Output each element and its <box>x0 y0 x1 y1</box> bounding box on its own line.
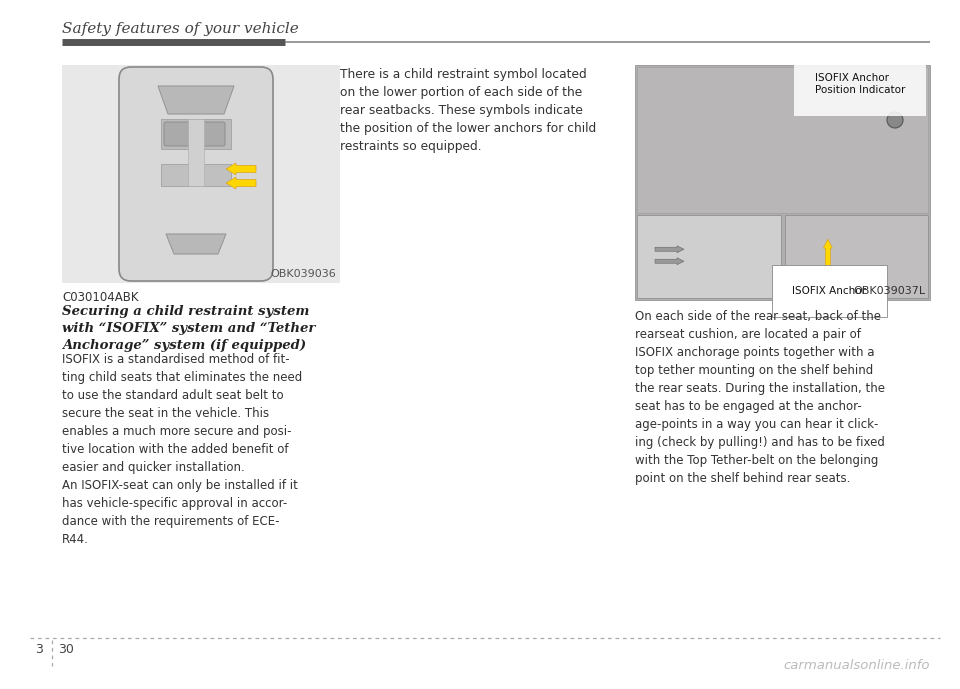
Text: There is a child restraint symbol located
on the lower portion of each side of t: There is a child restraint symbol locate… <box>340 68 596 153</box>
Bar <box>161 119 231 149</box>
FancyArrow shape <box>226 177 256 189</box>
Text: C030104ABK: C030104ABK <box>62 291 138 304</box>
Bar <box>188 119 204 186</box>
Bar <box>635 65 930 300</box>
FancyArrow shape <box>226 163 256 175</box>
Polygon shape <box>158 86 234 114</box>
Bar <box>161 164 231 186</box>
Bar <box>637 67 928 213</box>
Bar <box>784 216 928 298</box>
FancyBboxPatch shape <box>119 67 273 281</box>
Text: OBK039036: OBK039036 <box>271 269 336 279</box>
Bar <box>637 216 780 298</box>
Polygon shape <box>166 234 226 254</box>
Text: 30: 30 <box>58 643 74 656</box>
FancyBboxPatch shape <box>164 122 190 146</box>
Text: OBK039037L: OBK039037L <box>853 286 926 296</box>
Bar <box>62 65 340 283</box>
Text: ISOFIX is a standardised method of fit-
ting child seats that eliminates the nee: ISOFIX is a standardised method of fit- … <box>62 353 302 546</box>
Text: ISOFIX Anchor
Position Indicator: ISOFIX Anchor Position Indicator <box>815 73 905 95</box>
FancyArrow shape <box>655 246 684 253</box>
FancyArrow shape <box>655 258 684 265</box>
Circle shape <box>887 112 903 128</box>
Text: On each side of the rear seat, back of the
rearseat cushion, are located a pair : On each side of the rear seat, back of t… <box>635 310 885 485</box>
Text: Safety features of your vehicle: Safety features of your vehicle <box>62 22 299 36</box>
Text: 3: 3 <box>35 643 43 656</box>
Text: Securing a child restraint system
with “ISOFIX” system and “Tether
Anchorage” sy: Securing a child restraint system with “… <box>62 305 316 352</box>
FancyArrow shape <box>824 239 832 266</box>
Text: ISOFIX Anchor: ISOFIX Anchor <box>793 286 867 296</box>
FancyBboxPatch shape <box>199 122 225 146</box>
Text: carmanualsonline.info: carmanualsonline.info <box>783 659 930 672</box>
